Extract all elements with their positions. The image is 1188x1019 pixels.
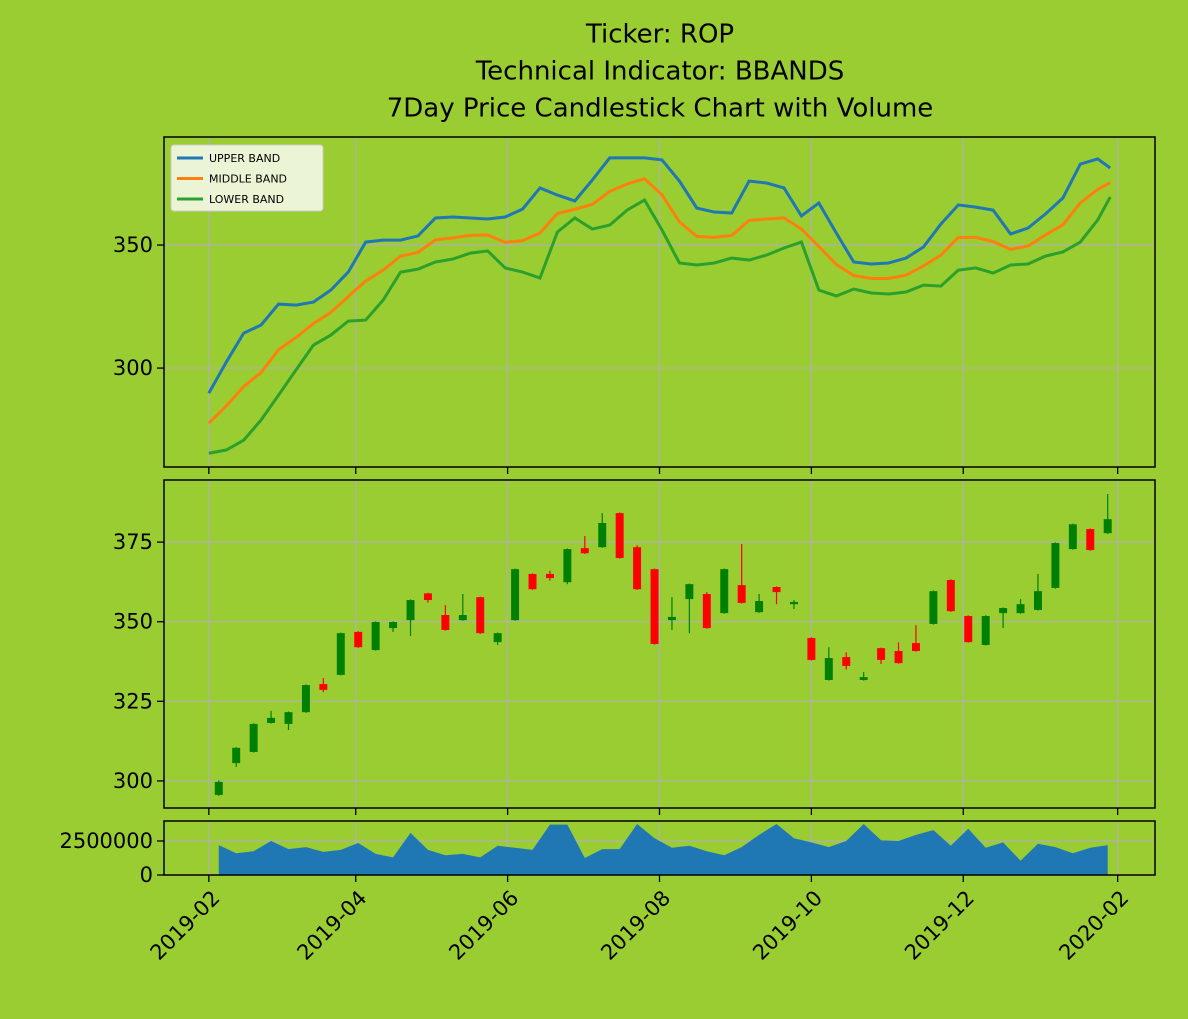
y-tick-label: 0 xyxy=(140,863,153,887)
candle-body xyxy=(301,685,310,713)
candle-body xyxy=(528,573,537,590)
legend-label: MIDDLE BAND xyxy=(209,173,287,186)
candle-body xyxy=(720,569,729,614)
candle-body xyxy=(685,584,694,600)
candle-body xyxy=(999,608,1008,614)
candle-body xyxy=(755,601,764,613)
plot-frame xyxy=(163,820,1156,876)
candle-body xyxy=(423,593,432,601)
candle-body xyxy=(894,651,903,664)
legend-label: UPPER BAND xyxy=(209,152,280,165)
candle-body xyxy=(964,615,973,643)
candle-body xyxy=(214,781,223,795)
candle-body xyxy=(545,573,554,579)
candle-body xyxy=(319,684,328,690)
candle-body xyxy=(232,747,241,764)
candle-body xyxy=(580,548,589,554)
candle-body xyxy=(981,615,990,645)
band-line xyxy=(207,156,1112,394)
legend-label: LOWER BAND xyxy=(209,193,284,206)
candle-body xyxy=(249,723,258,752)
plot-frame xyxy=(163,479,1156,809)
band-line xyxy=(207,177,1111,425)
candle-body xyxy=(1051,543,1060,588)
candle-body xyxy=(877,648,886,660)
candle-body xyxy=(458,615,467,621)
candle-body xyxy=(824,658,833,680)
candle-body xyxy=(929,591,938,624)
candle-body xyxy=(1033,591,1042,610)
legend-box xyxy=(170,144,324,212)
candle-body xyxy=(563,549,572,583)
candle-body xyxy=(1068,524,1077,550)
legend: UPPER BAND MIDDLE BAND LOWER BAND xyxy=(170,144,324,212)
candle-body xyxy=(476,597,485,634)
candle-body xyxy=(702,594,711,629)
candle-body xyxy=(371,622,380,651)
y-tick-label: 325 xyxy=(113,689,153,713)
candle-body xyxy=(1016,604,1025,614)
candle-body xyxy=(441,615,450,630)
candle-body xyxy=(911,643,920,652)
candle-body xyxy=(650,569,659,644)
candle-body xyxy=(842,657,851,666)
y-tick-label: 2500000 xyxy=(59,829,153,853)
candle-body xyxy=(807,637,816,660)
candle-body xyxy=(615,513,624,559)
y-tick-label: 375 xyxy=(113,530,153,554)
candle-body xyxy=(1086,529,1095,551)
candle-body xyxy=(511,569,520,621)
candle-body xyxy=(598,522,607,548)
candle-body xyxy=(406,600,415,621)
y-tick-label: 350 xyxy=(113,610,153,634)
plot-frame xyxy=(163,136,1156,468)
y-tick-label: 350 xyxy=(113,233,153,257)
candle-body xyxy=(633,547,642,590)
volume-area xyxy=(218,823,1108,875)
candle-body xyxy=(267,717,276,723)
candle-body xyxy=(389,622,398,629)
candle-body xyxy=(859,677,868,680)
chart-title: 7Day Price Candlestick Chart with Volume xyxy=(387,94,934,124)
candle-body xyxy=(946,579,955,612)
chart-title: Technical Indicator: BBANDS xyxy=(475,57,845,87)
y-tick-label: 300 xyxy=(113,769,153,793)
candle-body xyxy=(354,631,363,648)
candle-body xyxy=(667,616,676,621)
y-tick-label: 300 xyxy=(113,356,153,380)
candle-body xyxy=(493,633,502,643)
chart-title: Ticker: ROP xyxy=(585,20,734,50)
candle-body xyxy=(789,601,798,605)
candle-body xyxy=(1103,519,1112,534)
candle-body xyxy=(772,586,781,593)
candle-body xyxy=(284,712,293,724)
candle-body xyxy=(336,633,345,675)
candle-body xyxy=(737,585,746,603)
band-line xyxy=(208,196,1112,455)
